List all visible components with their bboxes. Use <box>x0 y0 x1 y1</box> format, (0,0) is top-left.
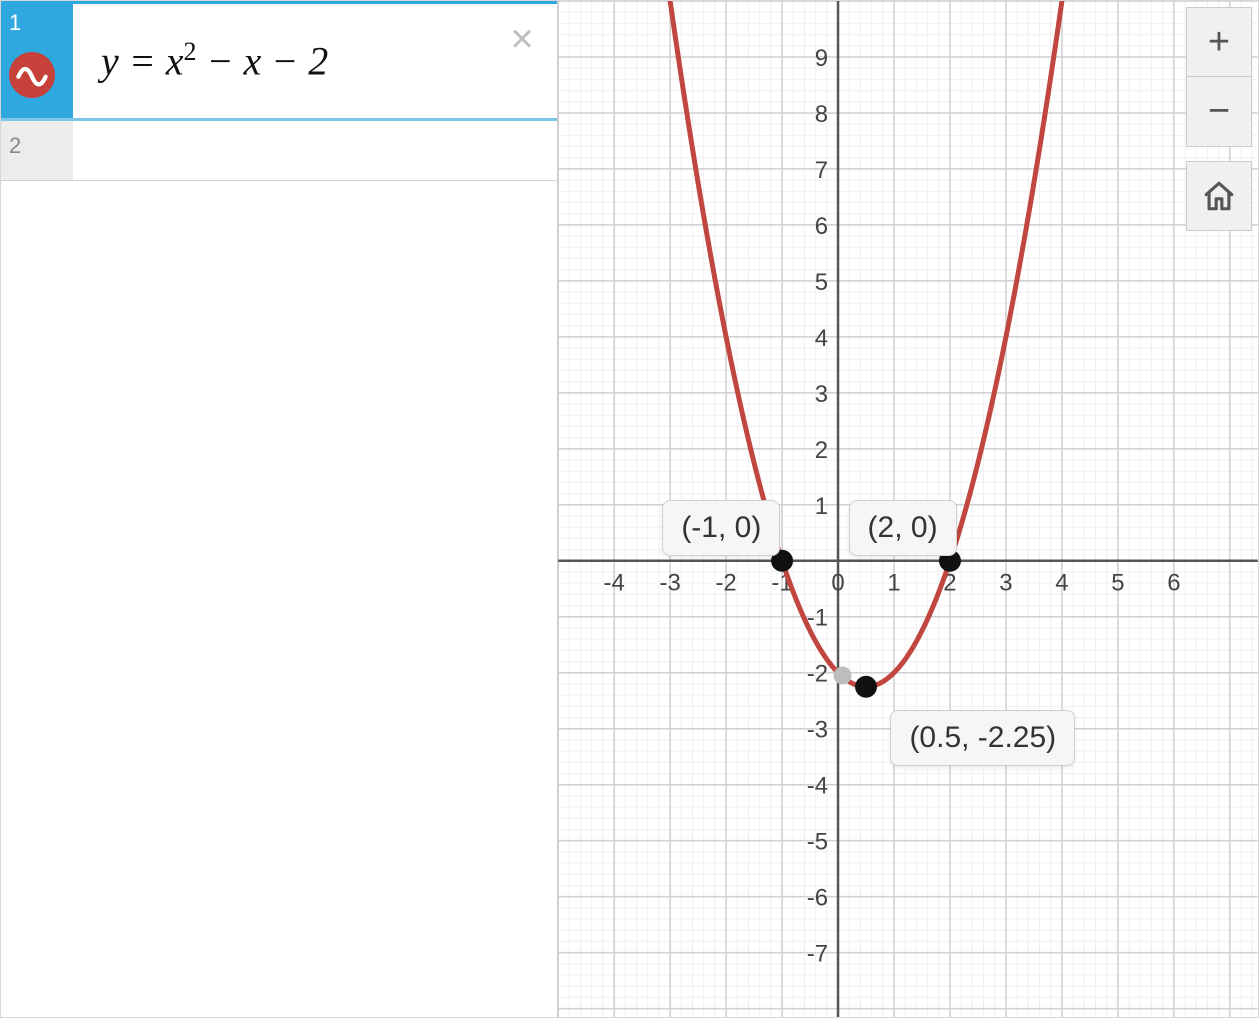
y-tick-label: 7 <box>815 157 828 184</box>
y-tick-label: -3 <box>807 717 828 744</box>
coordinate-label[interactable]: (-1, 0) <box>662 500 780 556</box>
row-index: 2 <box>1 121 73 180</box>
y-tick-label: -5 <box>807 829 828 856</box>
x-tick-label: -4 <box>604 570 625 597</box>
x-tick-label: -2 <box>715 570 736 597</box>
y-tick-label: -6 <box>807 885 828 912</box>
y-tick-label: 9 <box>815 45 828 72</box>
y-tick-label: 6 <box>815 213 828 240</box>
x-tick-label: 5 <box>1111 570 1124 597</box>
y-tick-label: 3 <box>815 381 828 408</box>
y-tick-label: 4 <box>815 325 828 352</box>
y-tick-label: 1 <box>815 493 828 520</box>
coordinate-label[interactable]: (2, 0) <box>849 500 957 556</box>
x-tick-label: 4 <box>1055 570 1068 597</box>
y-tick-label: -2 <box>807 661 828 688</box>
expression-input[interactable]: y = x2 − x − 2 × <box>73 4 557 118</box>
plotted-point[interactable] <box>834 667 852 685</box>
y-tick-label: -7 <box>807 941 828 968</box>
graph-panel[interactable]: -4-3-2-10123456-7-6-5-4-3-2-1123456789 +… <box>558 1 1258 1017</box>
x-tick-label: 3 <box>999 570 1012 597</box>
expression-sidebar: 1 y = x2 − x − 2 × 2 <box>1 1 558 1017</box>
expression-row-2[interactable]: 2 <box>1 121 557 181</box>
coordinate-label[interactable]: (0.5, -2.25) <box>890 710 1075 766</box>
zoom-controls: + − <box>1186 7 1252 147</box>
home-button[interactable] <box>1186 161 1252 231</box>
y-tick-label: -4 <box>807 773 828 800</box>
zoom-in-button[interactable]: + <box>1186 7 1252 77</box>
zoom-out-button[interactable]: − <box>1186 77 1252 147</box>
x-tick-label: 1 <box>887 570 900 597</box>
home-icon <box>1202 179 1236 213</box>
x-tick-label: 6 <box>1167 570 1180 597</box>
delete-expression-button[interactable]: × <box>505 22 539 56</box>
plotted-point[interactable] <box>855 676 877 698</box>
y-tick-label: 5 <box>815 269 828 296</box>
wave-icon[interactable] <box>9 52 55 98</box>
expression-text: y = x2 − x − 2 <box>101 37 328 84</box>
expression-input[interactable] <box>73 121 557 180</box>
x-tick-label: 0 <box>831 570 844 597</box>
y-tick-label: 8 <box>815 101 828 128</box>
y-tick-label: 2 <box>815 437 828 464</box>
x-tick-label: -3 <box>659 570 680 597</box>
expression-row-1[interactable]: 1 y = x2 − x − 2 × <box>1 1 557 121</box>
